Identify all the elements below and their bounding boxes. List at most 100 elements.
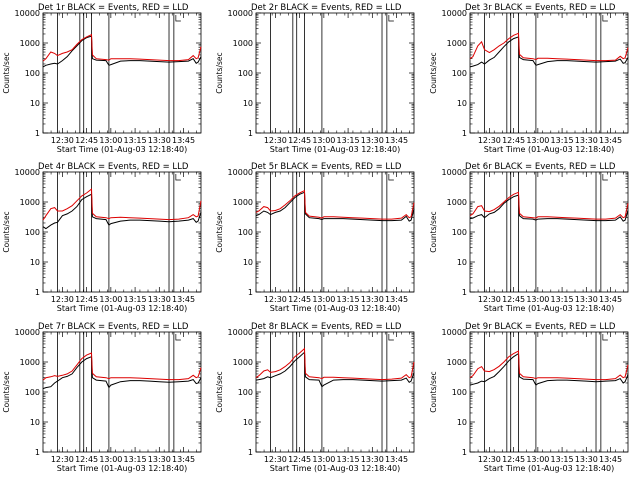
y-axis-label: Counts/sec: [429, 211, 438, 252]
x-tick-label: 12:30: [264, 295, 287, 304]
x-tick-label: 13:30: [575, 136, 598, 145]
x-tick-label: 12:30: [51, 295, 74, 304]
series-line-events: [469, 352, 629, 386]
x-tick-label: 12:45: [75, 455, 98, 464]
y-axis-label: Counts/sec: [2, 211, 11, 252]
x-tick-label: 13:45: [599, 136, 622, 145]
x-tick-label: 13:15: [551, 136, 574, 145]
corner-marker: [388, 15, 394, 22]
x-tick-label: 13:00: [312, 455, 335, 464]
corner-marker: [175, 334, 181, 341]
series-line-events: [469, 36, 629, 68]
x-tick-label: 12:45: [288, 295, 311, 304]
y-tick-label: 1: [462, 288, 467, 297]
y-tick-label: 1000: [447, 39, 467, 48]
x-tick-label: 13:30: [148, 455, 171, 464]
panel-det-8: Det 8r BLACK = Events, RED = LLD 1 10 100 10…: [215, 322, 415, 473]
y-tick-label: 100: [452, 69, 467, 78]
y-axis-label: Counts/sec: [215, 211, 224, 252]
series-line-lld: [469, 32, 629, 62]
y-tick-label: 10: [457, 418, 467, 427]
y-tick-label: 1000: [447, 198, 467, 207]
panel-det-3: Det 3r BLACK = Events, RED = LLD 1 10 100 10…: [429, 3, 629, 154]
x-tick-label: 13:00: [99, 136, 122, 145]
x-axis-label: Start Time (01-Aug-03 12:18:40): [484, 464, 615, 473]
y-tick-label: 1000: [20, 358, 40, 367]
y-tick-label: 1000: [233, 198, 253, 207]
y-tick-label: 10: [30, 418, 40, 427]
x-tick-label: 13:15: [337, 455, 360, 464]
panel-det-7: Det 7r BLACK = Events, RED = LLD 1 10 100 10…: [2, 322, 202, 473]
y-tick-label: 10000: [442, 168, 467, 177]
y-tick-label: 100: [452, 388, 467, 397]
y-tick-label: 1: [462, 129, 467, 138]
y-tick-label: 100: [238, 228, 253, 237]
x-tick-label: 13:45: [599, 455, 622, 464]
y-tick-label: 10000: [15, 168, 40, 177]
y-tick-label: 100: [25, 69, 40, 78]
y-tick-label: 100: [25, 388, 40, 397]
plot-frame: [42, 171, 202, 293]
plot-frame: [255, 12, 415, 134]
y-axis-label: Counts/sec: [215, 52, 224, 93]
x-tick-label: 13:30: [148, 295, 171, 304]
panel-title: Det 7r BLACK = Events, RED = LLD: [38, 322, 189, 332]
x-tick-label: 12:45: [288, 455, 311, 464]
y-tick-label: 10: [243, 418, 253, 427]
x-tick-label: 13:15: [337, 136, 360, 145]
corner-marker: [175, 174, 181, 181]
panel-title: Det 3r BLACK = Events, RED = LLD: [465, 3, 616, 13]
y-tick-label: 1: [35, 448, 40, 457]
x-tick-label: 13:45: [172, 295, 195, 304]
x-axis-label: Start Time (01-Aug-03 12:18:40): [484, 304, 615, 313]
series-line-lld: [42, 188, 202, 221]
y-tick-label: 1000: [20, 198, 40, 207]
panels-group: Det 1r BLACK = Events, RED = LLD 1 10 100 10…: [2, 3, 629, 473]
plot-frame: [255, 171, 415, 293]
x-tick-label: 13:00: [312, 136, 335, 145]
y-tick-label: 10: [457, 258, 467, 267]
y-axis-label: Counts/sec: [2, 371, 11, 412]
panel-title: Det 6r BLACK = Events, RED = LLD: [465, 162, 616, 172]
x-tick-label: 12:30: [51, 455, 74, 464]
x-tick-label: 13:00: [99, 295, 122, 304]
y-tick-label: 100: [452, 228, 467, 237]
x-axis-label: Start Time (01-Aug-03 12:18:40): [270, 304, 401, 313]
y-tick-label: 10000: [442, 328, 467, 337]
x-tick-label: 13:45: [172, 455, 195, 464]
x-tick-label: 12:30: [264, 455, 287, 464]
panel-title: Det 4r BLACK = Events, RED = LLD: [38, 162, 189, 172]
x-tick-label: 13:45: [385, 455, 408, 464]
y-tick-label: 10000: [442, 9, 467, 18]
y-tick-label: 10000: [228, 9, 253, 18]
plot-frame: [469, 331, 629, 453]
y-axis-label: Counts/sec: [215, 371, 224, 412]
plot-frame: [42, 12, 202, 134]
y-tick-label: 10: [30, 99, 40, 108]
y-tick-label: 1000: [233, 39, 253, 48]
x-tick-label: 13:45: [599, 295, 622, 304]
panel-title: Det 2r BLACK = Events, RED = LLD: [251, 3, 402, 13]
y-tick-label: 100: [238, 388, 253, 397]
panel-det-5: Det 5r BLACK = Events, RED = LLD 1 10 100 10…: [215, 162, 415, 313]
y-tick-label: 100: [25, 228, 40, 237]
x-tick-label: 12:30: [478, 136, 501, 145]
x-tick-label: 13:45: [385, 136, 408, 145]
x-tick-label: 13:30: [148, 136, 171, 145]
x-tick-label: 13:45: [385, 295, 408, 304]
y-tick-label: 1000: [20, 39, 40, 48]
y-tick-label: 10: [243, 99, 253, 108]
x-tick-label: 12:45: [75, 295, 98, 304]
panel-det-2: Det 2r BLACK = Events, RED = LLD 1 10 100 10…: [215, 3, 415, 154]
x-axis-label: Start Time (01-Aug-03 12:18:40): [270, 464, 401, 473]
x-tick-label: 13:30: [575, 455, 598, 464]
x-tick-label: 13:00: [526, 295, 549, 304]
y-tick-label: 10000: [228, 328, 253, 337]
corner-marker: [388, 174, 394, 181]
plot-frame: [469, 12, 629, 134]
y-tick-label: 10: [30, 258, 40, 267]
y-axis-label: Counts/sec: [429, 371, 438, 412]
y-tick-label: 1000: [233, 358, 253, 367]
x-axis-label: Start Time (01-Aug-03 12:18:40): [57, 464, 188, 473]
